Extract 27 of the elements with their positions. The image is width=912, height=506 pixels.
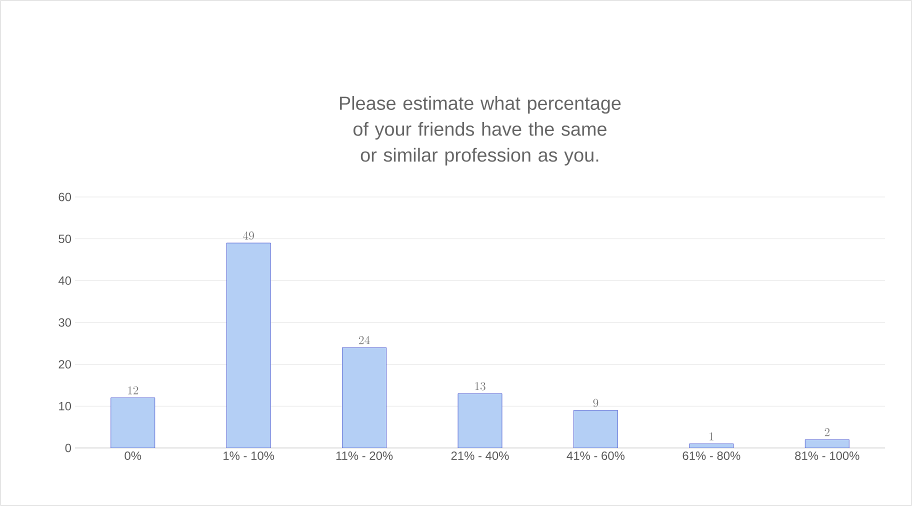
data-label: 12 bbox=[128, 386, 138, 394]
data-label: 1 bbox=[710, 432, 714, 440]
data-label: 9 bbox=[593, 398, 598, 408]
y-tick-label: 10 bbox=[59, 402, 72, 410]
bar bbox=[110, 398, 156, 448]
y-tick-label: 50 bbox=[58, 234, 72, 244]
y-tick-label: 40 bbox=[58, 276, 72, 285]
x-tick-label: 81% - 100% bbox=[795, 452, 860, 460]
data-label: 49 bbox=[243, 231, 254, 240]
y-tick-label: 30 bbox=[58, 318, 72, 327]
x-tick-label: 0% bbox=[124, 452, 142, 460]
x-tick-label: 61% - 80% bbox=[682, 452, 740, 460]
y-tick-label: 0 bbox=[65, 444, 72, 452]
bar bbox=[458, 393, 502, 448]
x-tick-label: 11% - 20% bbox=[336, 452, 393, 460]
y-tick-label: 60 bbox=[58, 192, 72, 202]
data-label: 2 bbox=[824, 428, 830, 436]
bar bbox=[574, 410, 618, 448]
bar bbox=[226, 242, 271, 448]
x-tick-label: 1% - 10% bbox=[224, 452, 274, 460]
x-tick-label: 41% - 60% bbox=[566, 452, 625, 460]
data-label: 13 bbox=[475, 382, 486, 390]
data-label: 24 bbox=[359, 336, 370, 344]
y-tick-label: 20 bbox=[58, 360, 72, 369]
x-tick-label: 21% - 40% bbox=[451, 452, 509, 460]
chart-title: Please estimate what percentage of your friends have the same or similar profession as you. bbox=[340, 96, 621, 166]
bar bbox=[342, 347, 386, 448]
